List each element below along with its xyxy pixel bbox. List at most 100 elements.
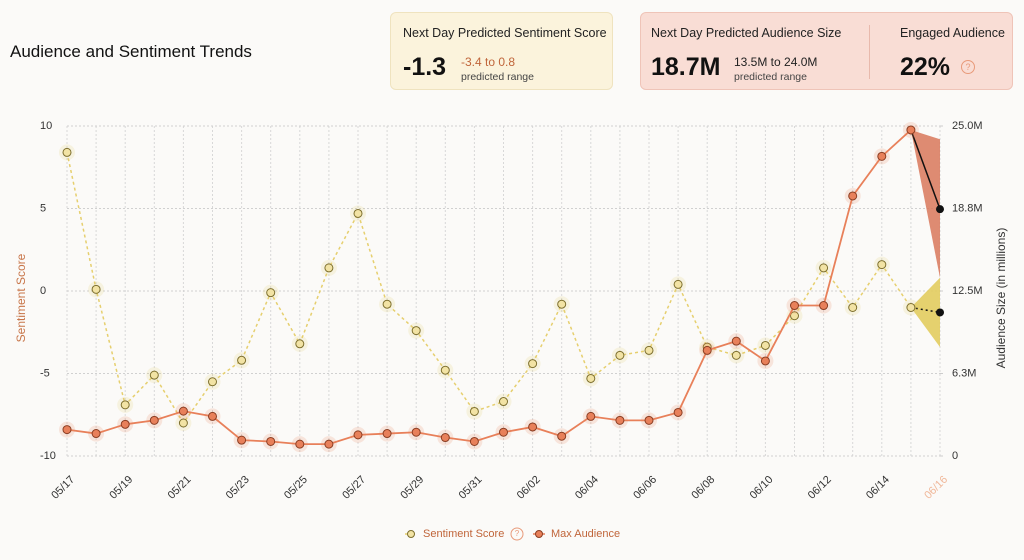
x-tick-label: 06/16 <box>922 474 950 502</box>
y-axis-label: Sentiment Score <box>14 253 28 342</box>
x-tick-label: 06/08 <box>689 474 717 502</box>
point <box>528 359 538 369</box>
card-range-label: predicted range <box>461 71 534 83</box>
forecast-band <box>910 277 940 348</box>
point <box>499 427 508 437</box>
y2-tick-label: 6.3M <box>952 367 976 379</box>
x-tick-label: 05/25 <box>282 474 310 502</box>
point <box>266 436 276 446</box>
series-line <box>66 129 912 446</box>
point <box>499 397 508 407</box>
point <box>120 419 130 429</box>
point <box>237 355 247 365</box>
help-icon-ring <box>510 527 524 541</box>
point <box>615 350 625 360</box>
card-title: Engaged Audience <box>900 26 1005 40</box>
y2-tick-label: 18.8M <box>952 202 983 214</box>
point <box>673 279 683 289</box>
y-tick-label: -10 <box>40 450 56 462</box>
point <box>731 350 741 360</box>
point <box>586 373 596 383</box>
card-value: -1.3 <box>403 53 447 81</box>
x-tick-label: 06/02 <box>515 474 543 502</box>
legend-label: Max Audience <box>551 528 620 540</box>
help-icon[interactable]: ? <box>515 529 520 538</box>
legend-dot <box>535 530 543 538</box>
point <box>557 299 567 309</box>
point <box>644 415 654 425</box>
y-tick-label: 10 <box>40 120 52 132</box>
point <box>324 263 334 273</box>
card-value: 22% <box>900 53 951 81</box>
point <box>906 125 916 135</box>
point <box>353 430 363 440</box>
point <box>790 301 799 311</box>
y2-tick-label: 12.5M <box>952 285 983 297</box>
point <box>149 415 159 425</box>
point <box>586 411 596 421</box>
point <box>469 436 479 446</box>
help-icon[interactable]: ? <box>961 60 975 74</box>
y2-tick-label: 25.0M <box>952 120 983 132</box>
x-tick-label: 06/12 <box>806 474 834 502</box>
x-tick-label: 05/31 <box>457 474 485 502</box>
audience-card: Next Day Predicted Audience Size 18.7M 1… <box>640 12 1013 90</box>
point <box>877 151 887 161</box>
point <box>411 326 421 336</box>
forecast-line <box>910 129 941 210</box>
legend-label: Sentiment Score <box>423 528 504 540</box>
point <box>382 299 392 309</box>
x-tick-label: 05/21 <box>166 474 194 502</box>
point <box>62 147 72 157</box>
card-range-label: predicted range <box>734 71 807 83</box>
point <box>208 377 217 387</box>
point <box>295 439 305 449</box>
point <box>295 339 305 349</box>
point <box>411 427 421 437</box>
point <box>906 303 916 312</box>
card-title: Next Day Predicted Sentiment Score <box>403 26 607 40</box>
forecast-point <box>936 205 944 214</box>
point <box>382 429 392 439</box>
forecast-band <box>910 129 940 278</box>
y-tick-label: -5 <box>40 367 50 379</box>
x-tick-label: 05/17 <box>49 474 77 502</box>
y-tick-label: 5 <box>40 202 46 214</box>
card-range: -3.4 to 0.8 <box>461 55 516 69</box>
y2-axis-label: Audience Size (in millions) <box>994 228 1008 369</box>
x-tick-label: 06/10 <box>748 474 776 502</box>
point <box>819 263 829 273</box>
card-range: 13.5M to 24.0M <box>734 55 818 69</box>
point <box>528 422 538 432</box>
y2-tick-label: 0 <box>952 450 958 462</box>
x-tick-label: 05/27 <box>340 474 368 502</box>
point <box>702 345 712 355</box>
point <box>91 429 101 439</box>
series-line <box>66 152 912 425</box>
point <box>62 425 72 435</box>
point <box>760 356 770 366</box>
point <box>266 288 276 298</box>
x-tick-label: 06/14 <box>864 474 892 502</box>
point <box>208 411 217 421</box>
point <box>848 303 858 312</box>
legend-dot <box>407 530 415 538</box>
point <box>91 284 101 294</box>
point <box>149 370 159 380</box>
point <box>178 406 188 416</box>
point <box>120 400 130 410</box>
point <box>440 433 450 443</box>
y-tick-label: 0 <box>40 285 46 297</box>
x-tick-label: 05/23 <box>224 474 252 502</box>
x-tick-label: 06/04 <box>573 474 601 502</box>
point <box>790 311 799 321</box>
point <box>819 301 829 311</box>
point <box>557 431 567 441</box>
card-value: 18.7M <box>651 53 721 81</box>
x-tick-label: 05/29 <box>398 474 426 502</box>
point <box>615 415 625 425</box>
divider <box>869 25 870 79</box>
point <box>877 260 887 270</box>
